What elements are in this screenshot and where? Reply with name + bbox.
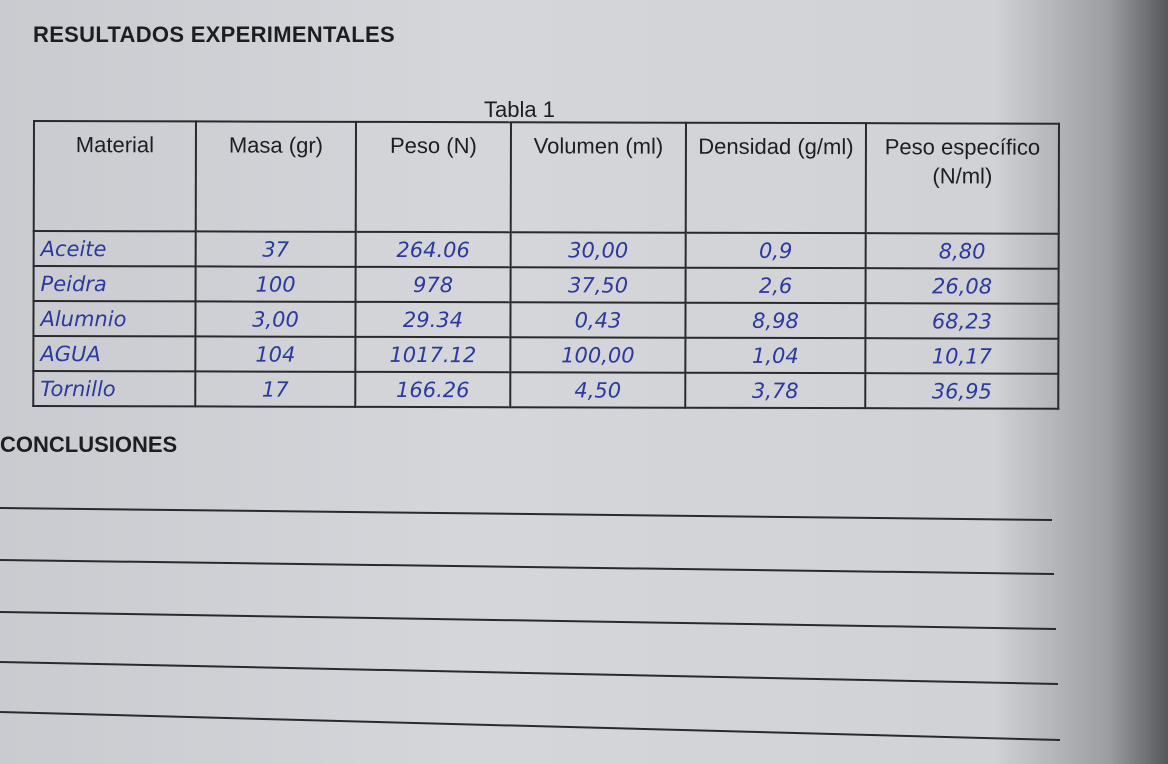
page-title: RESULTADOS EXPERIMENTALES [33,22,395,47]
section-title: CONCLUSIONES [0,432,178,457]
answer-line [0,507,1053,521]
answer-line [0,661,1059,685]
answer-line [0,559,1055,575]
answer-line [0,611,1057,630]
table-caption: Tabla 1 [484,97,555,122]
answer-line [0,711,1061,741]
